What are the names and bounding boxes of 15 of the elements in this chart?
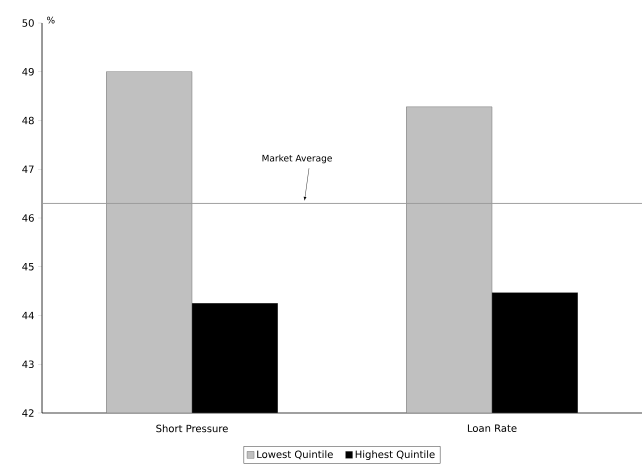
y-tick-label: 47 [22,166,34,173]
y-tick-label: 43 [22,360,34,368]
ref-line-label: Market Average [262,154,332,164]
y-tick-label: 44 [22,312,34,320]
legend-label: Lowest Quintile [257,450,333,460]
y-tick-label: 50 [22,19,34,27]
y-tick-label: 48 [22,116,34,124]
y-axis-title: % [47,16,55,24]
x-tick-label: Loan Rate [468,424,517,432]
x-tick-label: Short Pressure [156,424,228,432]
y-tick-label: 42 [22,409,34,417]
y-tick-label: 45 [22,263,34,270]
legend-label: Highest Quintile [356,450,435,460]
y-tick-label: 49 [22,68,34,76]
y-tick-label: 46 [22,214,34,222]
